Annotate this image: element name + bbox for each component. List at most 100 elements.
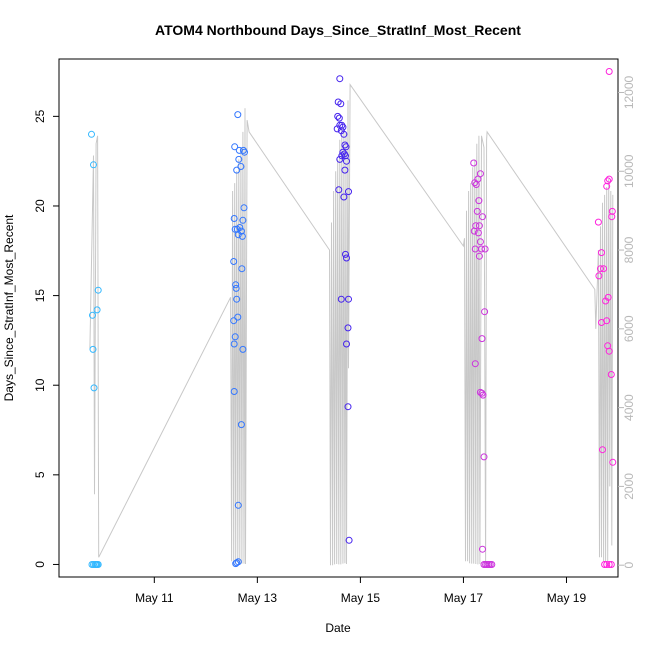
- data-point: [472, 181, 480, 188]
- data-point: [234, 111, 242, 119]
- data-point: [601, 561, 609, 568]
- data-point: [341, 141, 349, 149]
- data-point: [479, 545, 486, 553]
- y-tick-label: 10: [33, 378, 47, 392]
- data-point: [340, 193, 348, 201]
- data-point: [478, 335, 486, 343]
- data-point: [340, 130, 348, 138]
- series-3: [333, 75, 353, 544]
- data-point: [341, 166, 349, 174]
- data-point: [476, 238, 484, 246]
- data-point: [237, 421, 245, 429]
- data-point: [230, 215, 238, 222]
- data-point: [93, 306, 101, 314]
- data-point: [88, 130, 95, 138]
- data-point: [230, 340, 238, 348]
- data-point: [343, 340, 350, 348]
- x-tick-label: May 13: [238, 591, 278, 605]
- data-point: [471, 179, 479, 187]
- data-point: [342, 250, 349, 258]
- data-point: [599, 446, 606, 454]
- data-point: [334, 112, 342, 120]
- data-point: [237, 163, 245, 170]
- data-point: [94, 561, 102, 568]
- data-point: [94, 286, 102, 294]
- data-point: [241, 148, 248, 156]
- data-points-layer: [88, 68, 617, 568]
- series-5: [594, 68, 617, 568]
- y-tick-label: 20: [33, 199, 47, 213]
- series-4: [470, 159, 496, 568]
- data-point: [233, 295, 241, 303]
- data-point: [235, 155, 243, 163]
- y2-tick-label: 2000: [622, 473, 636, 500]
- data-point: [232, 560, 240, 568]
- data-point: [345, 188, 352, 196]
- data-point: [240, 204, 248, 212]
- data-point: [475, 252, 483, 260]
- y-axis: 0 5 10 15 20 25: [33, 109, 59, 568]
- y2-tick-label: 4000: [622, 394, 636, 421]
- data-point: [481, 308, 489, 316]
- data-point: [594, 218, 602, 226]
- data-point: [335, 114, 343, 122]
- data-point: [230, 388, 238, 395]
- data-point: [231, 143, 239, 151]
- data-point: [600, 265, 608, 273]
- data-point: [474, 229, 482, 237]
- data-point: [605, 68, 613, 75]
- data-point: [479, 213, 486, 221]
- data-point: [342, 143, 350, 151]
- x-axis-title: Date: [325, 621, 351, 635]
- y2-tick-label: 12000: [622, 75, 636, 109]
- data-point: [233, 166, 241, 174]
- data-point: [343, 254, 350, 262]
- data-point: [603, 182, 611, 190]
- series-1: [88, 130, 102, 568]
- data-point: [230, 258, 238, 265]
- data-point: [89, 311, 96, 319]
- data-point: [238, 265, 246, 273]
- data-point: [345, 295, 352, 303]
- y-tick-label: 25: [33, 109, 47, 123]
- data-point: [90, 161, 97, 169]
- y-tick-label: 5: [33, 471, 47, 478]
- data-point: [344, 403, 352, 411]
- data-point: [230, 317, 238, 325]
- data-point: [470, 159, 478, 167]
- data-point: [475, 222, 483, 230]
- x-tick-label: May 19: [547, 591, 587, 605]
- data-point: [239, 216, 247, 224]
- data-point: [488, 561, 496, 568]
- data-point: [473, 207, 481, 215]
- data-point: [337, 100, 345, 108]
- y-axis-title: Days_Since_StratInf_Most_Recent: [2, 214, 16, 401]
- y2-tick-label: 0: [622, 562, 636, 569]
- data-point: [337, 295, 345, 303]
- y2-tick-label: 6000: [622, 315, 636, 342]
- data-point: [603, 561, 611, 568]
- x-tick-label: May 17: [444, 591, 484, 605]
- data-point: [608, 213, 616, 221]
- x-axis: May 11 May 13 May 15 May 17 May 19: [135, 577, 586, 605]
- data-point: [336, 75, 344, 83]
- data-point: [481, 245, 489, 253]
- data-point: [471, 360, 479, 368]
- data-point: [470, 227, 478, 235]
- data-point: [608, 207, 616, 215]
- data-point: [609, 458, 617, 466]
- data-point: [239, 345, 247, 353]
- data-point: [479, 391, 487, 399]
- data-point: [232, 281, 240, 289]
- data-point: [234, 231, 242, 239]
- y-tick-label: 15: [33, 289, 47, 303]
- data-point: [343, 157, 350, 165]
- data-point: [236, 224, 244, 231]
- data-point: [338, 152, 346, 160]
- data-point: [89, 345, 97, 353]
- secondary-series-line: [89, 83, 614, 566]
- plot-box: [58, 58, 619, 578]
- data-point: [345, 536, 353, 544]
- data-point: [478, 245, 485, 253]
